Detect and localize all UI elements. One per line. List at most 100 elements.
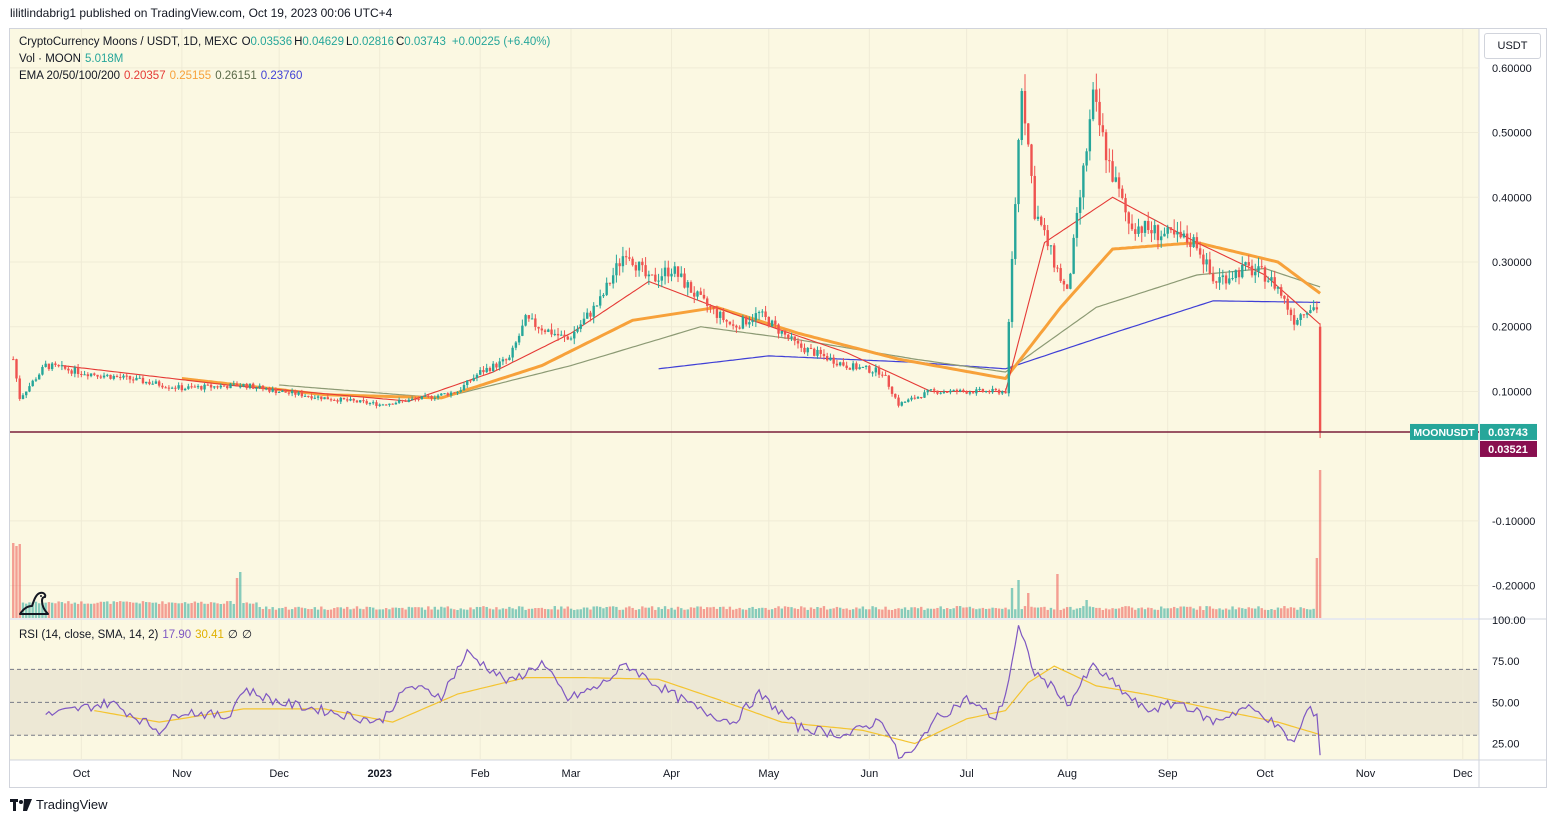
candle-body <box>1221 275 1225 278</box>
volume-bar <box>1043 606 1046 618</box>
volume-bar <box>73 602 77 618</box>
price-tick-label: 0.40000 <box>1492 192 1532 204</box>
candle-body <box>164 387 167 389</box>
volume-bar <box>115 602 119 618</box>
volume-bar <box>592 606 595 618</box>
volume-bar <box>933 608 936 618</box>
footer-brand[interactable]: TradingView <box>36 797 108 812</box>
volume-bar <box>793 608 796 618</box>
volume-bar <box>1075 608 1079 618</box>
volume-bar <box>1172 606 1176 618</box>
volume-bar <box>641 606 644 618</box>
volume-bar <box>255 602 258 618</box>
price-tick-label: -0.20000 <box>1492 581 1535 593</box>
volume-bar <box>971 608 975 618</box>
candle-body <box>864 365 868 368</box>
candle-body <box>673 266 676 274</box>
candle-body <box>942 391 946 393</box>
candle-body <box>706 298 709 306</box>
volume-bar <box>676 606 680 618</box>
candle-body <box>920 397 923 399</box>
candle-body <box>754 313 758 321</box>
candle-body <box>316 396 320 398</box>
candle-body <box>1052 245 1056 268</box>
candle-body <box>378 404 381 406</box>
volume-bar <box>397 607 401 618</box>
candle-body <box>1244 262 1247 265</box>
candle-body <box>984 391 988 393</box>
candle-body <box>774 320 777 325</box>
candle-body <box>813 348 816 356</box>
candle-body <box>290 390 294 394</box>
candle-body <box>1095 89 1098 102</box>
volume-bar <box>822 606 826 618</box>
candle-body <box>1059 268 1062 281</box>
volume-bar <box>329 609 333 618</box>
candle-body <box>825 356 829 361</box>
candle-body <box>1134 229 1137 234</box>
volume-bar <box>1241 608 1244 618</box>
currency-button[interactable]: USDT <box>1484 33 1541 59</box>
volume-bar <box>673 609 676 618</box>
candle-body <box>167 387 171 389</box>
legend-ohlc-label: H <box>294 36 303 48</box>
volume-bar <box>89 603 93 618</box>
rsi-tick-label: 25.00 <box>1492 739 1520 751</box>
candle-body <box>1254 271 1257 276</box>
candle-body <box>132 379 135 381</box>
volume-bar <box>34 601 38 618</box>
candle-body <box>1114 177 1118 182</box>
legend-rsi-ma-value: 30.41 <box>195 629 224 641</box>
volume-bar <box>161 601 164 618</box>
legend-ohlc-o: O0.03536 <box>242 36 293 48</box>
volume-bar <box>563 608 566 618</box>
candle-body <box>1205 259 1208 265</box>
candle-body <box>1156 225 1160 241</box>
volume-bar <box>498 609 501 618</box>
candle-body <box>1289 309 1293 316</box>
volume-bar <box>573 609 576 618</box>
candle-body <box>1237 270 1241 278</box>
volume-bar <box>349 609 352 618</box>
candle-body <box>605 282 608 295</box>
candle-body <box>300 392 304 397</box>
candle-body <box>777 324 780 334</box>
candle-body <box>1101 125 1105 133</box>
volume-bar <box>524 609 527 618</box>
candle-body <box>313 397 317 399</box>
rsi-tick-label: 100.00 <box>1492 615 1526 627</box>
candle-body <box>835 363 839 366</box>
volume-bar <box>242 603 245 618</box>
volume-bar <box>187 603 190 618</box>
candle-body <box>874 367 878 373</box>
volume-bar <box>975 609 978 618</box>
candle-body <box>384 404 388 406</box>
volume-bar <box>903 607 907 618</box>
candle-body <box>663 267 667 277</box>
candle-body <box>258 385 261 388</box>
candle-body <box>1198 248 1202 255</box>
candle-body <box>93 373 96 375</box>
candle-body <box>582 318 586 325</box>
candle-body <box>858 367 861 370</box>
legend-vol-value: 5.018M <box>84 53 124 65</box>
candle-body <box>410 398 414 400</box>
candle-body <box>427 395 430 397</box>
candle-body <box>761 311 764 313</box>
volume-bar <box>534 608 537 618</box>
volume-bar <box>952 608 955 618</box>
candle-body <box>135 377 138 381</box>
volume-bar <box>884 606 887 618</box>
volume-bar <box>955 606 959 618</box>
volume-bar <box>362 609 365 618</box>
candle-body <box>264 388 268 390</box>
candle-body <box>592 305 595 317</box>
volume-bar <box>624 607 628 618</box>
volume-bar <box>18 544 21 618</box>
candle-body <box>436 395 440 398</box>
volume-bar <box>615 606 618 618</box>
legend-rsi-value: 17.90 <box>162 629 192 641</box>
volume-bar <box>1231 606 1234 618</box>
ema50-line <box>181 241 1321 400</box>
